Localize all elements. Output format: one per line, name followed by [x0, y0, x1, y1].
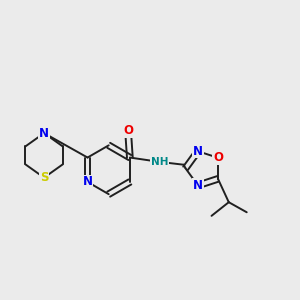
Text: N: N [193, 145, 203, 158]
Text: S: S [40, 171, 48, 184]
Text: N: N [39, 127, 49, 140]
Text: O: O [213, 151, 223, 164]
Text: O: O [123, 124, 133, 137]
Text: N: N [193, 179, 203, 192]
Text: N: N [82, 176, 93, 188]
Text: NH: NH [151, 157, 168, 167]
